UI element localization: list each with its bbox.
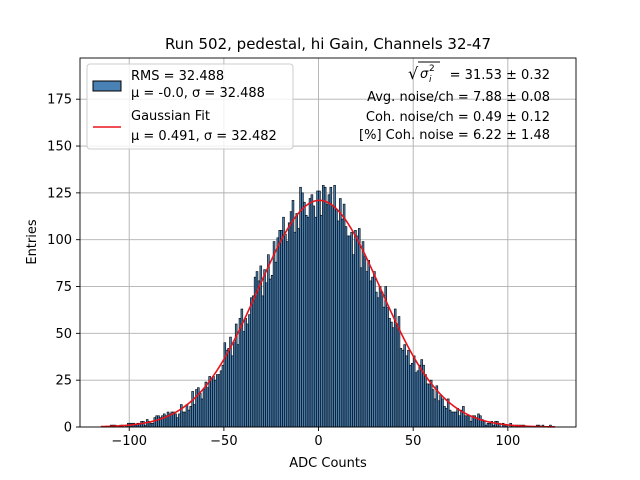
x-tick-label: 0	[314, 434, 322, 449]
legend-histogram-line1: RMS = 32.488	[131, 69, 224, 84]
stat-line-coh-noise: Coh. noise/ch = 0.49 ± 0.12	[366, 110, 550, 125]
sigma-superscript: 2	[429, 64, 435, 74]
y-tick-label: 150	[47, 140, 72, 155]
legend-fit-line2: μ = 0.491, σ = 32.482	[131, 129, 277, 144]
stats-annotations: √ σ 2 i = 31.53 ± 0.32 Avg. noise/ch = 7…	[359, 61, 550, 143]
gaussian-fit-line	[100, 199, 556, 428]
histogram-bars	[109, 185, 552, 428]
legend-fit-line1: Gaussian Fit	[131, 109, 210, 124]
sqrt-sigma-symbol: √ σ 2 i	[408, 61, 440, 85]
stat-line-avg-noise: Avg. noise/ch = 7.88 ± 0.08	[367, 90, 550, 105]
plot-frame	[79, 57, 577, 428]
chart-title: Run 502, pedestal, hi Gain, Channels 32-…	[165, 35, 491, 53]
x-tick-label: −50	[210, 434, 237, 449]
stat-line-sqrt-sigma: = 31.53 ± 0.32	[450, 68, 550, 83]
stat-line-coh-noise-pct: [%] Coh. noise = 6.22 ± 1.48	[359, 128, 550, 143]
y-tick-label: 125	[47, 186, 72, 201]
x-tick-label: 100	[495, 434, 520, 449]
y-tick-label: 75	[55, 280, 72, 295]
legend-patch-histogram	[92, 80, 122, 92]
x-axis-label: ADC Counts	[289, 456, 367, 471]
y-axis-label: Entries	[25, 219, 40, 265]
legend: RMS = 32.488 μ = -0.0, σ = 32.488 Gaussi…	[86, 63, 294, 150]
x-tick-label: 50	[405, 434, 422, 449]
y-tick-label: 25	[55, 374, 72, 389]
axis-ticks: −100 −50 0 50 100 0 25 50 75 100 125 150 175	[47, 93, 520, 449]
y-tick-label: 0	[64, 421, 72, 436]
sigma-char: σ	[420, 67, 429, 82]
y-tick-label: 50	[55, 327, 72, 342]
y-tick-label: 100	[47, 233, 72, 248]
sqrt-sign: √	[408, 64, 419, 83]
x-tick-label: −100	[111, 434, 147, 449]
sigma-subscript: i	[429, 75, 432, 85]
legend-histogram-line2: μ = -0.0, σ = 32.488	[131, 86, 265, 101]
legend-box	[86, 63, 294, 150]
y-tick-label: 175	[47, 93, 72, 108]
